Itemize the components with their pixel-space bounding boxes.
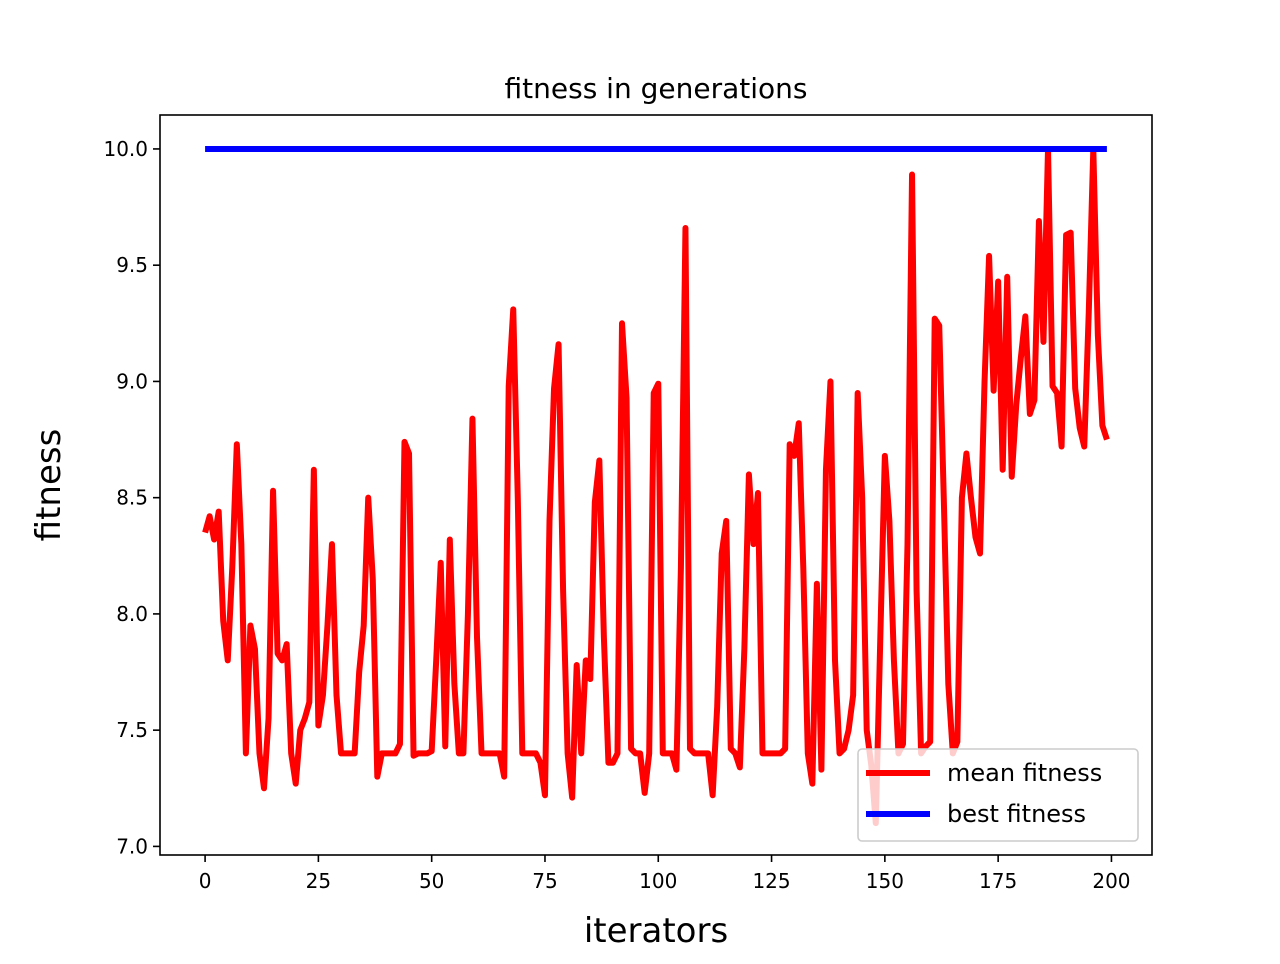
x-tick-label: 125	[752, 869, 790, 893]
y-tick-label: 9.5	[116, 253, 148, 277]
x-tick-label: 0	[199, 869, 212, 893]
y-tick-label: 7.0	[116, 834, 148, 858]
x-tick-label: 25	[306, 869, 331, 893]
y-tick-label: 8.5	[116, 486, 148, 510]
x-tick-label: 100	[639, 869, 677, 893]
x-tick-label: 50	[419, 869, 444, 893]
chart-title: fitness in generations	[505, 72, 808, 105]
y-tick-label: 7.5	[116, 718, 148, 742]
y-axis-label: fitness	[29, 429, 69, 542]
line	[202, 145, 1110, 827]
x-tick-label: 175	[979, 869, 1017, 893]
y-tick-label: 9.0	[116, 369, 148, 393]
x-tick-label: 75	[532, 869, 557, 893]
x-tick-label: 150	[866, 869, 904, 893]
y-tick-label: 10.0	[103, 137, 148, 161]
plot-frame	[159, 114, 1153, 856]
x-tick-label: 200	[1092, 869, 1130, 893]
x-axis-label: iterators	[584, 911, 728, 951]
legend-label: best fitness	[947, 800, 1086, 828]
y-tick-label: 8.0	[116, 602, 148, 626]
legend-label: mean fitness	[947, 759, 1102, 787]
